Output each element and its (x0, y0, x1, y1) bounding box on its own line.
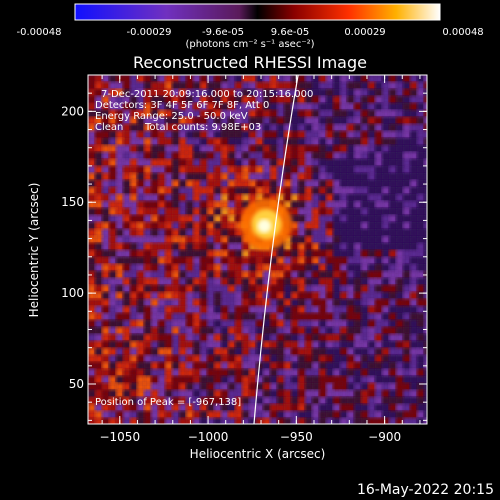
colorbar-tick-label: -0.00029 (126, 27, 172, 38)
axes: −1050 −1000 −950 −900 50 100 150 200 (61, 74, 427, 444)
axis-tick-label: −950 (280, 430, 313, 444)
energy-range-label: Energy Range: 25.0 - 50.0 keV (95, 111, 248, 122)
total-counts-label: Total counts: 9.98E+03 (145, 122, 262, 133)
chart-title: Reconstructed RHESSI Image (133, 53, 367, 72)
timestamp-footer: 16-May-2022 20:15 (356, 482, 494, 498)
colorbar-tick-label: 0.00029 (344, 27, 386, 38)
x-axis-label: Heliocentric X (arcsec) (189, 447, 326, 461)
detectors-label: Detectors: 3F 4F 5F 6F 7F 8F, Att 0 (95, 100, 270, 111)
colorbar (74, 3, 441, 21)
axis-tick-label: 100 (61, 286, 84, 300)
heatmap-image (88, 75, 427, 424)
colorbar-tick-label: -0.00048 (16, 27, 62, 38)
colorbar-tick-label: 9.6e-05 (270, 27, 310, 38)
peak-source (257, 219, 272, 234)
axis-tick-label: 150 (61, 195, 84, 209)
plot-frame (87, 74, 428, 425)
limb-path (253, 75, 299, 424)
colorbar-tick-label: 0.00048 (442, 27, 484, 38)
clean-label: Clean (95, 122, 124, 133)
axis-tick-label: −1050 (99, 430, 140, 444)
colorbar-units: (photons cm⁻² s⁻¹ asec⁻²) (185, 39, 315, 50)
solar-limb-line (253, 75, 299, 424)
y-axis-label: Heliocentric Y (arcsec) (27, 182, 41, 318)
axis-tick-label: 50 (69, 377, 84, 391)
axis-tick-label: −1000 (188, 430, 229, 444)
time-range-label: 7-Dec-2011 20:09:16.000 to 20:15:16.000 (101, 89, 314, 100)
colorbar-tick-label: -9.6e-05 (202, 27, 244, 38)
axis-tick-label: −900 (368, 430, 401, 444)
peak-position-label: Position of Peak = [-967,138] (95, 397, 242, 408)
axis-tick-label: 200 (61, 104, 84, 118)
